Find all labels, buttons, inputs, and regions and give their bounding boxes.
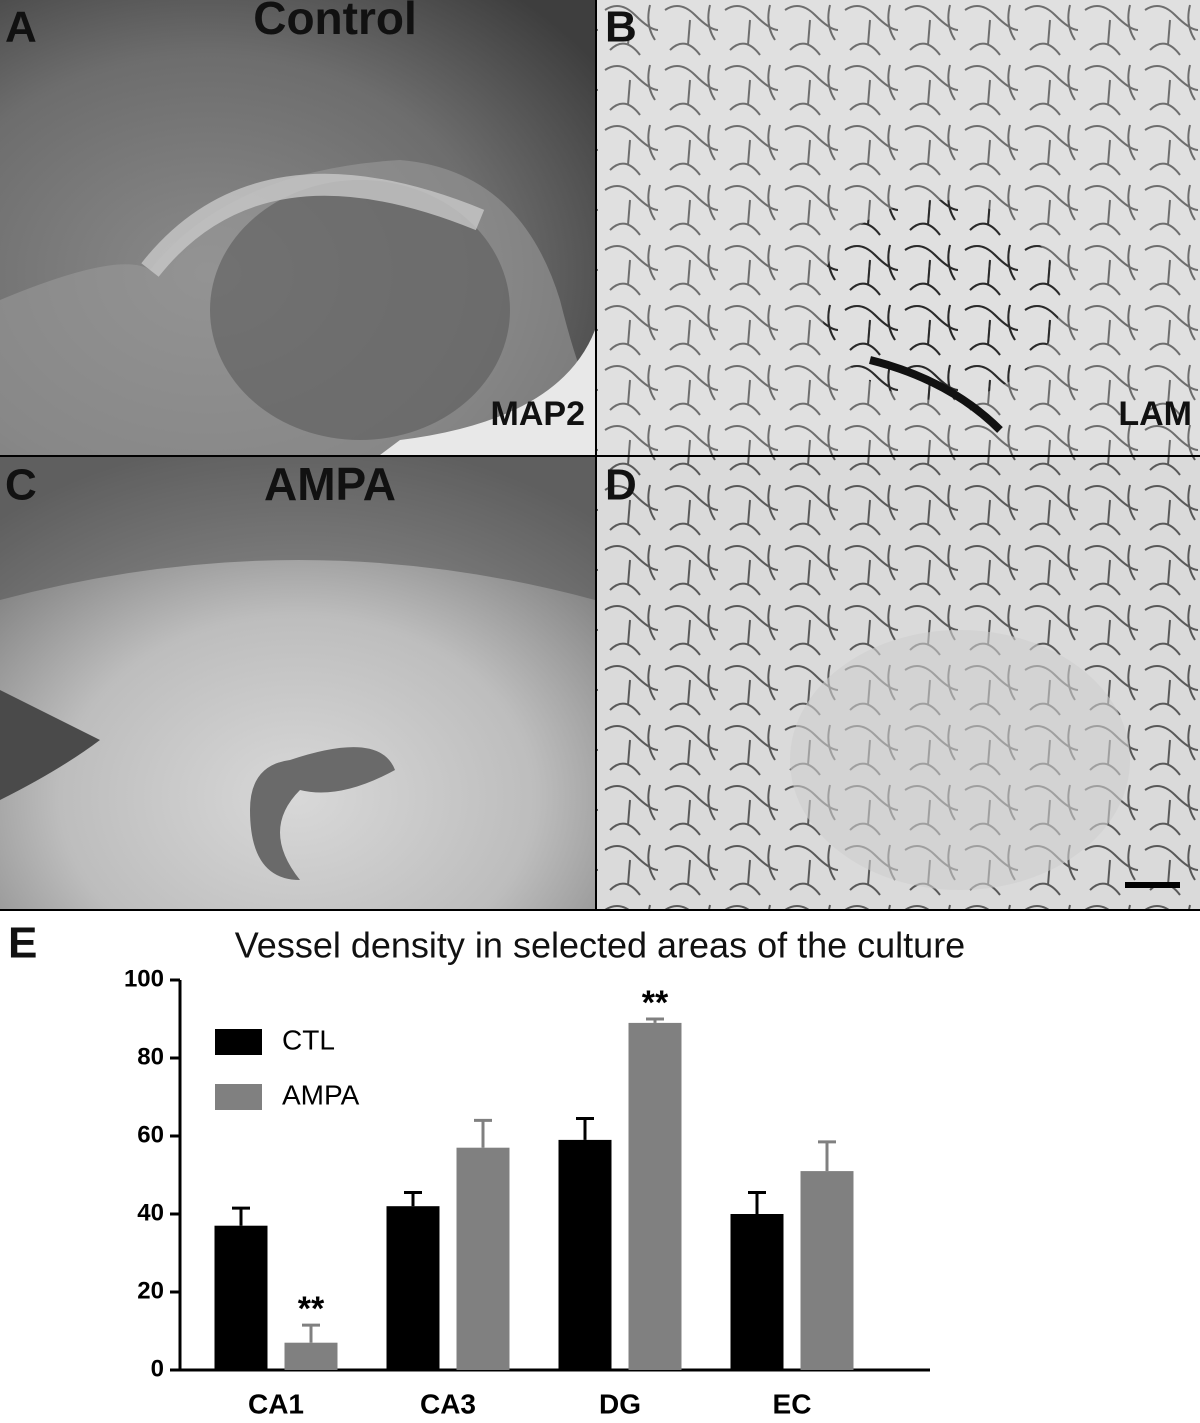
- bar: [284, 1342, 338, 1370]
- bar: [558, 1139, 612, 1370]
- panel-title: Control: [253, 0, 417, 44]
- panel-title: AMPA: [264, 458, 396, 510]
- legend-swatch: [215, 1084, 262, 1110]
- significance: **: [298, 1290, 325, 1328]
- y-tick-label: 80: [137, 1043, 164, 1070]
- chart-title: Vessel density in selected areas of the …: [235, 925, 965, 966]
- y-tick-label: 100: [124, 965, 164, 992]
- x-tick-label: CA3: [420, 1388, 476, 1418]
- legend-label: CTL: [282, 1024, 335, 1055]
- micrograph-b: [597, 0, 1200, 455]
- micrograph-d: [597, 457, 1200, 910]
- micrograph-a: [0, 0, 595, 455]
- y-tick-label: 0: [151, 1355, 164, 1382]
- y-tick-label: 40: [137, 1199, 164, 1226]
- x-tick-label: EC: [773, 1388, 812, 1418]
- legend-swatch: [215, 1029, 262, 1055]
- panel-label: B: [605, 3, 637, 52]
- x-tick-label: DG: [599, 1388, 641, 1418]
- significance: **: [642, 984, 669, 1022]
- stain-label: LAM: [1118, 395, 1192, 433]
- panel-label: C: [5, 461, 37, 510]
- legend-label: AMPA: [282, 1079, 360, 1110]
- scale-bar: [1125, 882, 1180, 888]
- stain-label: MAP2: [491, 395, 585, 433]
- y-tick-label: 20: [137, 1277, 164, 1304]
- bar: [386, 1206, 440, 1370]
- bar: [800, 1171, 854, 1370]
- panel-label: D: [605, 461, 637, 510]
- bar: [456, 1147, 510, 1370]
- panel-label: E: [8, 919, 37, 968]
- y-tick-label: 60: [137, 1121, 164, 1148]
- panel-label: A: [5, 3, 37, 52]
- bar: [628, 1022, 682, 1370]
- micrograph-c: [0, 457, 595, 910]
- bar: [214, 1225, 268, 1370]
- x-tick-label: CA1: [248, 1388, 304, 1418]
- bar: [730, 1214, 784, 1370]
